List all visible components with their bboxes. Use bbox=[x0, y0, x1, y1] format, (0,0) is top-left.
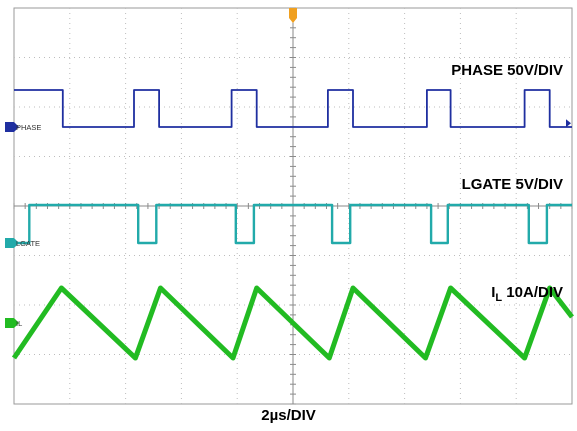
traces bbox=[11, 89, 574, 361]
phase-channel-marker: PHASE bbox=[5, 122, 41, 132]
lgate-marker-arrow bbox=[14, 238, 19, 248]
il-channel-marker: IL bbox=[5, 318, 22, 328]
il-channel-tag: IL bbox=[16, 319, 22, 328]
lgate-channel-tag: LGATE bbox=[16, 239, 40, 248]
il-scale-label-main: I bbox=[491, 284, 496, 301]
phase-scale-label: PHASE 50V/DIV bbox=[451, 62, 563, 79]
il-scale-label-sub: L bbox=[495, 292, 503, 304]
lgate-trace bbox=[14, 203, 572, 245]
phase-marker-box bbox=[5, 122, 14, 132]
trigger-marker bbox=[289, 8, 297, 23]
lgate-channel-marker: LGATE bbox=[5, 238, 40, 248]
phase-marker-arrow bbox=[14, 122, 19, 132]
il-marker-arrow bbox=[14, 318, 19, 328]
phase-channel-tag: PHASE bbox=[16, 123, 41, 132]
timebase-label: 2µs/DIV bbox=[261, 407, 316, 424]
il-scale-label: IL 10A/DIV bbox=[491, 284, 563, 304]
phase-offset-arrow bbox=[566, 119, 571, 128]
il-trace bbox=[11, 285, 574, 361]
lgate-scale-label: LGATE 5V/DIV bbox=[461, 176, 563, 193]
lgate-marker-box bbox=[5, 238, 14, 248]
channel-markers: PHASE LGATE IL bbox=[5, 119, 571, 328]
il-scale-label-rest: 10A/DIV bbox=[502, 284, 563, 301]
il-marker-box bbox=[5, 318, 14, 328]
trigger-marker-shape bbox=[289, 8, 297, 23]
phase-trace bbox=[14, 89, 572, 128]
